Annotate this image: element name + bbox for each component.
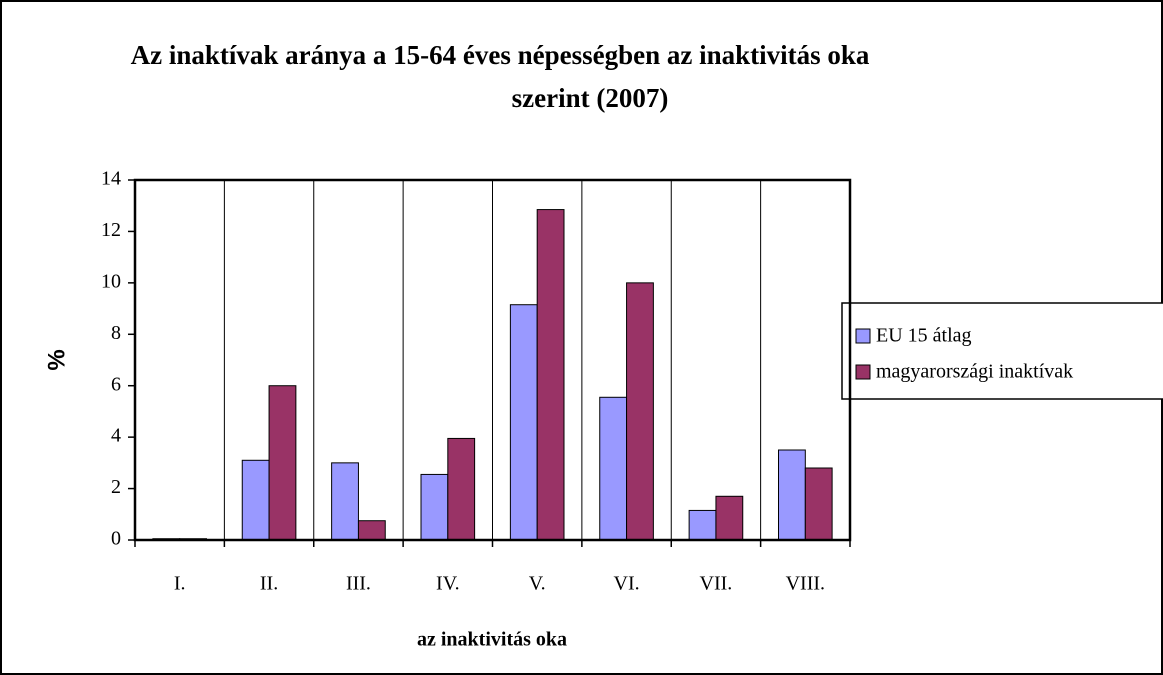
bar: [715, 495, 744, 541]
bar: [447, 437, 476, 541]
bar: [268, 385, 297, 541]
bar: [509, 304, 538, 541]
legend-label: EU 15 átlag: [876, 325, 972, 347]
legend-label: magyarországi inaktívak: [876, 361, 1073, 383]
chart-title: szerint (2007): [512, 83, 669, 113]
x-tick-label: I.: [174, 573, 186, 595]
plot-border: [133, 178, 852, 542]
bar: [357, 520, 386, 541]
x-tick-label: V.: [529, 573, 546, 595]
x-tick-label: VII.: [700, 573, 733, 595]
y-tick-label: 0: [111, 528, 121, 550]
x-tick-label: VI.: [614, 573, 640, 595]
bar: [241, 459, 270, 541]
x-tick-label: III.: [346, 573, 371, 595]
legend-swatch: [855, 364, 871, 380]
x-axis-label: az inaktivitás oka: [417, 629, 567, 651]
y-tick-label: 10: [101, 270, 121, 292]
y-tick-label: 2: [111, 476, 121, 498]
legend-box: [841, 302, 1163, 400]
y-tick-label: 4: [111, 425, 121, 447]
x-tick-label: IV.: [436, 573, 460, 595]
legend-swatch: [855, 328, 871, 344]
y-tick-label: 12: [101, 219, 121, 241]
bar: [778, 449, 806, 541]
y-tick-label: 14: [101, 168, 121, 190]
bar: [420, 473, 449, 541]
y-axis-label: %: [43, 349, 70, 370]
bar: [536, 209, 565, 541]
x-tick-label: II.: [260, 573, 278, 595]
y-tick-label: 6: [111, 373, 121, 395]
bar: [626, 282, 654, 541]
bar: [599, 396, 628, 541]
y-tick-label: 8: [111, 322, 121, 344]
bar: [804, 467, 833, 541]
chart-title: Az inaktívak aránya a 15-64 éves népessé…: [131, 40, 870, 70]
bar: [688, 509, 717, 541]
x-tick-label: VIII.: [786, 573, 825, 595]
bar: [331, 462, 359, 541]
